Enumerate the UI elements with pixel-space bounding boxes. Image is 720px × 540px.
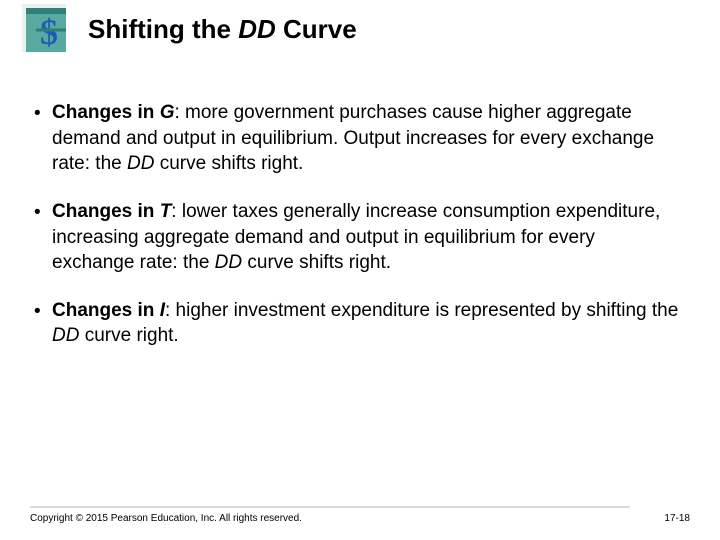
bullet-text: Changes in I: higher investment expendit… [52,298,680,349]
bullet-marker: • [34,199,52,276]
bullet-var: T [160,201,172,222]
slide-title: Shifting the DD Curve [88,14,720,45]
bullet-dd: DD [127,153,154,174]
footer-divider [30,506,630,508]
bullet-rest2: curve shifts right. [242,252,391,273]
bullet-var: G [160,102,175,123]
slide-header: $ Shifting the DD Curve [0,0,720,72]
bullet-item: • Changes in I: higher investment expend… [34,298,680,349]
bullet-rest2: curve right. [79,325,178,346]
bullet-rest1: : higher investment expenditure is repre… [165,300,678,321]
dollar-logo-icon: $ [16,0,72,56]
bullet-lead: Changes in [52,300,160,321]
title-prefix: Shifting the [88,14,238,44]
bullet-item: • Changes in G: more government purchase… [34,100,680,177]
copyright-text: Copyright © 2015 Pearson Education, Inc.… [30,513,302,524]
slide: $ Shifting the DD Curve • Changes in G: … [0,0,720,540]
svg-text:$: $ [40,12,58,52]
title-suffix: Curve [276,14,357,44]
slide-body: • Changes in G: more government purchase… [0,72,720,349]
bullet-text: Changes in T: lower taxes generally incr… [52,199,680,276]
slide-footer: Copyright © 2015 Pearson Education, Inc.… [0,513,720,540]
bullet-lead: Changes in [52,102,160,123]
bullet-item: • Changes in T: lower taxes generally in… [34,199,680,276]
page-number: 17-18 [664,513,690,524]
bullet-dd: DD [52,325,79,346]
bullet-text: Changes in G: more government purchases … [52,100,680,177]
bullet-lead: Changes in [52,201,160,222]
bullet-rest2: curve shifts right. [154,153,303,174]
bullet-marker: • [34,100,52,177]
bullet-marker: • [34,298,52,349]
bullet-dd: DD [215,252,242,273]
title-italic: DD [238,14,276,44]
